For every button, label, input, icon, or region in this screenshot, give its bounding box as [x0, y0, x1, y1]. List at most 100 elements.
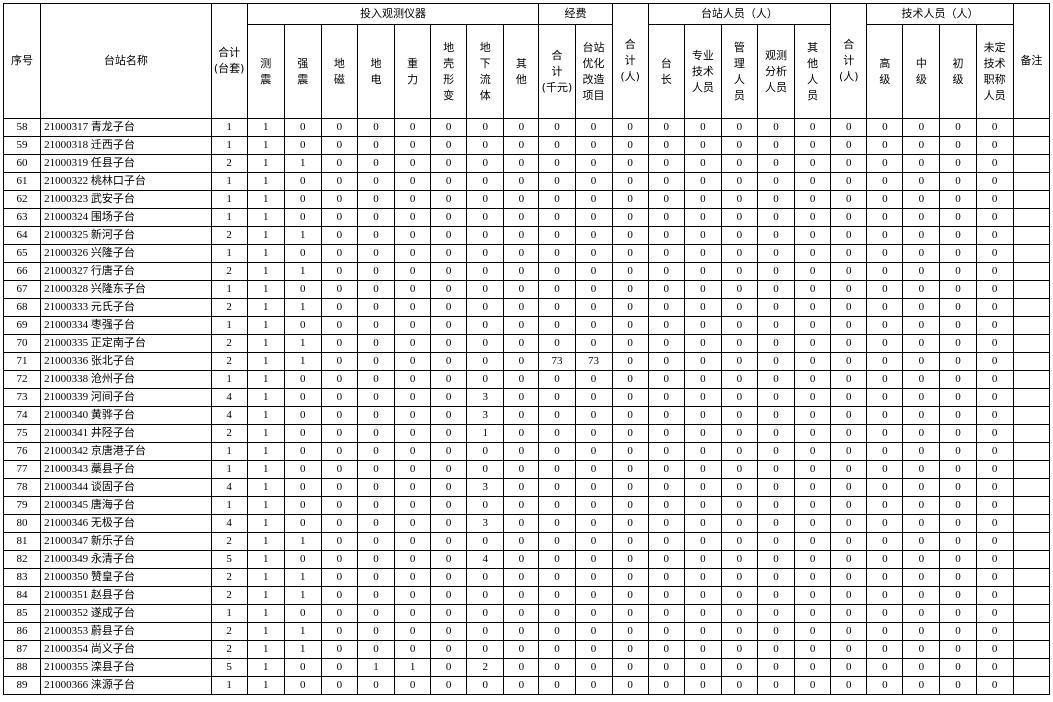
cell: 0 [320, 172, 358, 191]
cell: 0 [647, 460, 685, 479]
cell: 3 [466, 406, 505, 425]
cell: 0 [394, 514, 432, 533]
cell: 0 [794, 478, 832, 497]
cell: 0 [975, 550, 1014, 569]
cell: 0 [356, 640, 396, 659]
cell: 0 [975, 514, 1014, 533]
table-row: 60 21000319 任县子台 2 1 1 0 0 0 0 0 0 0 0 0 0 0 0 0 0 0 0 0 0 0 [2, 154, 1051, 173]
cell: 0 [356, 550, 396, 569]
station-name: 21000351 赵县子台 [40, 586, 212, 605]
cell: 0 [756, 388, 796, 407]
cell: 0 [503, 676, 540, 695]
cell: 0 [356, 334, 396, 353]
cell: 0 [720, 208, 758, 227]
cell: 0 [611, 226, 649, 245]
cell: 0 [975, 496, 1014, 515]
cell: 0 [902, 442, 941, 461]
cell: 0 [794, 244, 832, 263]
cell: 0 [939, 676, 977, 695]
cell: 0 [538, 604, 576, 623]
cell: 0 [466, 676, 505, 695]
cell: 0 [683, 586, 722, 605]
cell: 0 [720, 352, 758, 371]
cell: 0 [939, 658, 977, 677]
cell: 0 [975, 172, 1014, 191]
table-row: 67 21000328 兴隆东子台 1 1 0 0 0 0 0 0 0 0 0 0 0 0 0 0 0 0 0 0 0 0 [2, 280, 1051, 299]
cell: 0 [356, 460, 396, 479]
cell: 0 [320, 460, 358, 479]
cell: 0 [794, 172, 832, 191]
cell: 0 [611, 190, 649, 209]
cell: 0 [683, 280, 722, 299]
cell: 0 [683, 388, 722, 407]
cell: 0 [902, 604, 941, 623]
cell: 0 [756, 442, 796, 461]
cell: 0 [466, 244, 505, 263]
remark-cell [1012, 460, 1051, 479]
cell: 0 [830, 154, 868, 173]
cell: 0 [283, 460, 322, 479]
cell: 65 [2, 244, 42, 263]
cell: 0 [538, 658, 576, 677]
cell: 0 [320, 550, 358, 569]
cell: 0 [320, 118, 358, 137]
cell: 0 [320, 244, 358, 263]
cell: 0 [866, 262, 904, 281]
cell: 0 [574, 208, 613, 227]
cell: 0 [975, 316, 1014, 335]
cell: 0 [720, 262, 758, 281]
header-cell: 测 震 [246, 24, 285, 119]
cell: 0 [756, 208, 796, 227]
cell: 0 [830, 676, 868, 695]
cell: 0 [647, 676, 685, 695]
table-row: 59 21000318 迁西子台 1 1 0 0 0 0 0 0 0 0 0 0 0 0 0 0 0 0 0 0 0 0 [2, 136, 1051, 155]
cell: 0 [902, 370, 941, 389]
cell: 0 [794, 388, 832, 407]
cell: 0 [356, 496, 396, 515]
header-cell: 地 电 [356, 24, 396, 119]
cell: 0 [611, 496, 649, 515]
remark-cell [1012, 172, 1051, 191]
cell: 0 [320, 190, 358, 209]
header-cell: 强 震 [283, 24, 322, 119]
cell: 0 [394, 136, 432, 155]
cell: 0 [611, 370, 649, 389]
cell: 0 [647, 478, 685, 497]
cell: 0 [794, 298, 832, 317]
cell: 0 [538, 460, 576, 479]
cell: 0 [756, 172, 796, 191]
cell: 0 [683, 154, 722, 173]
table-row: 62 21000323 武安子台 1 1 0 0 0 0 0 0 0 0 0 0 0 0 0 0 0 0 0 0 0 0 [2, 190, 1051, 209]
header-cell: 合 计 (人) [611, 3, 649, 119]
cell: 0 [902, 352, 941, 371]
cell: 0 [866, 514, 904, 533]
cell: 0 [430, 172, 468, 191]
cell: 0 [720, 136, 758, 155]
cell: 1 [283, 298, 322, 317]
cell: 0 [902, 388, 941, 407]
cell: 0 [320, 586, 358, 605]
cell: 0 [794, 514, 832, 533]
cell: 0 [611, 352, 649, 371]
cell: 0 [720, 316, 758, 335]
cell: 0 [430, 622, 468, 641]
remark-cell [1012, 244, 1051, 263]
cell: 0 [902, 460, 941, 479]
cell: 0 [830, 658, 868, 677]
cell: 0 [611, 640, 649, 659]
cell: 0 [611, 658, 649, 677]
header-cell: 中 级 [902, 24, 941, 119]
cell: 0 [939, 622, 977, 641]
cell: 1 [246, 154, 285, 173]
cell: 0 [538, 640, 576, 659]
cell: 0 [902, 676, 941, 695]
cell: 0 [538, 172, 576, 191]
cell: 0 [902, 262, 941, 281]
cell: 0 [394, 442, 432, 461]
cell: 0 [902, 316, 941, 335]
header-group: 经费 [538, 3, 613, 25]
cell: 0 [794, 424, 832, 443]
cell: 0 [611, 478, 649, 497]
cell: 0 [466, 154, 505, 173]
cell: 0 [320, 388, 358, 407]
